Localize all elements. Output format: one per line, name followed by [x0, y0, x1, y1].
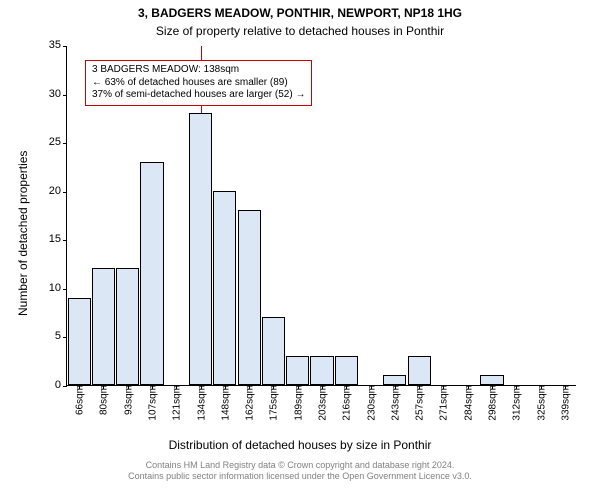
bar — [238, 210, 261, 385]
bar — [116, 268, 139, 385]
x-tick-label: 121sqm — [170, 385, 183, 421]
credits-line1: Contains HM Land Registry data © Crown c… — [0, 460, 600, 471]
annotation-box: 3 BADGERS MEADOW: 138sqm← 63% of detache… — [85, 60, 312, 106]
bar — [335, 356, 358, 385]
bar — [286, 356, 309, 385]
x-tick-label: 162sqm — [243, 385, 256, 421]
x-tick-label: 66sqm — [73, 385, 86, 415]
x-tick-label: 203sqm — [316, 385, 329, 421]
x-tick-label: 298sqm — [486, 385, 499, 421]
y-tick-label: 5 — [55, 330, 67, 342]
x-tick-label: 325sqm — [534, 385, 547, 421]
x-tick-label: 148sqm — [218, 385, 231, 421]
x-tick-label: 257sqm — [413, 385, 426, 421]
y-axis-label: Number of detached properties — [16, 151, 30, 316]
x-tick-label: 107sqm — [146, 385, 159, 421]
bar — [189, 113, 212, 385]
bar — [383, 375, 406, 385]
chart-subtitle: Size of property relative to detached ho… — [0, 24, 600, 38]
annotation-line: ← 63% of detached houses are smaller (89… — [92, 77, 305, 90]
x-tick-label: 243sqm — [388, 385, 401, 421]
x-tick-label: 312sqm — [510, 385, 523, 421]
x-axis-label: Distribution of detached houses by size … — [0, 438, 600, 452]
chart-title: 3, BADGERS MEADOW, PONTHIR, NEWPORT, NP1… — [0, 6, 600, 20]
y-tick-label: 20 — [49, 185, 67, 197]
bar — [262, 317, 285, 385]
x-tick-label: 175sqm — [267, 385, 280, 421]
x-tick-label: 80sqm — [97, 385, 110, 415]
y-tick-label: 15 — [49, 233, 67, 245]
chart-container: 3, BADGERS MEADOW, PONTHIR, NEWPORT, NP1… — [0, 0, 600, 500]
x-tick-label: 284sqm — [461, 385, 474, 421]
x-tick-label: 134sqm — [194, 385, 207, 421]
credits-line2: Contains public sector information licen… — [0, 471, 600, 482]
bar — [310, 356, 333, 385]
y-tick-label: 25 — [49, 136, 67, 148]
bar — [140, 162, 163, 385]
bar — [92, 268, 115, 385]
bar — [213, 191, 236, 385]
x-tick-label: 189sqm — [291, 385, 304, 421]
x-tick-label: 230sqm — [364, 385, 377, 421]
y-tick-label: 0 — [55, 379, 67, 391]
x-tick-label: 339sqm — [558, 385, 571, 421]
x-tick-label: 271sqm — [437, 385, 450, 421]
x-tick-label: 216sqm — [340, 385, 353, 421]
bar — [408, 356, 431, 385]
x-tick-label: 93sqm — [121, 385, 134, 415]
bar — [68, 298, 91, 385]
annotation-line: 37% of semi-detached houses are larger (… — [92, 89, 305, 102]
credits: Contains HM Land Registry data © Crown c… — [0, 460, 600, 483]
y-tick-label: 30 — [49, 88, 67, 100]
bar — [480, 375, 503, 385]
annotation-line: 3 BADGERS MEADOW: 138sqm — [92, 64, 305, 77]
y-tick-label: 10 — [49, 282, 67, 294]
y-tick-label: 35 — [49, 39, 67, 51]
plot-area: 3 BADGERS MEADOW: 138sqm← 63% of detache… — [66, 46, 576, 386]
